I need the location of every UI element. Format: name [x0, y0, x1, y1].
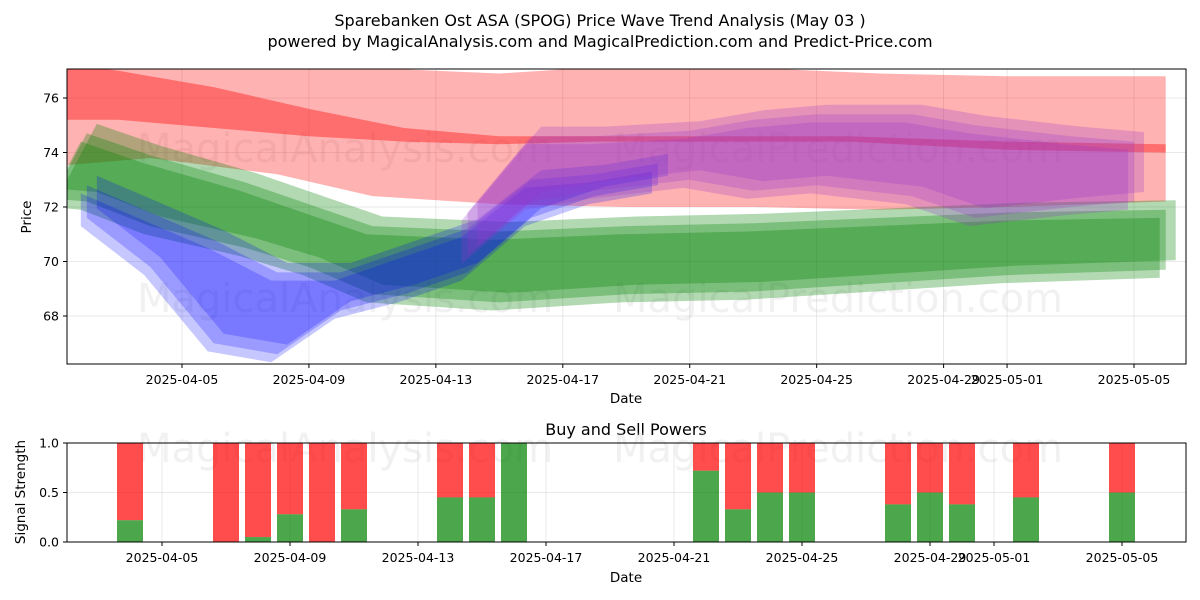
top-watermark-left: MagicalAnalysis.com	[137, 126, 553, 172]
top-x-axis-label: Date	[610, 391, 642, 407]
top-plot-frame	[66, 68, 1187, 365]
top-y-tick-label-0: 68	[43, 309, 59, 324]
price-wave-panel: MagicalAnalysis.com MagicalPrediction.co…	[19, 68, 1187, 407]
wave-band-3-layer-2	[80, 171, 653, 363]
bottom-x-tick-label-8: 2025-05-05	[1086, 550, 1159, 565]
buy-sell-panel: Buy and Sell Powers MagicalAnalysis.com …	[13, 420, 1187, 586]
top-gridlines	[67, 69, 1186, 364]
top-x-tick-label-8: 2025-05-05	[1098, 372, 1171, 387]
bottom-x-tick-label-3: 2025-04-17	[510, 550, 583, 565]
buy-bar-2025-04-25	[789, 492, 815, 542]
buy-bar-2025-05-02	[1013, 497, 1039, 542]
sell-bar-2025-04-11	[341, 443, 367, 510]
bottom-x-tick-label-2: 2025-04-13	[382, 550, 455, 565]
buy-bar-2025-04-30	[949, 504, 975, 542]
sell-bar-2025-04-14	[437, 443, 463, 498]
sell-bar-2025-04-25	[789, 443, 815, 493]
buy-bar-2025-04-04	[117, 520, 143, 542]
buy-bar-2025-04-16	[501, 443, 527, 542]
top-watermark-right: MagicalPrediction.com	[613, 126, 1063, 172]
bottom-y-tick-label-1: 0.5	[39, 485, 59, 500]
signal-bars	[117, 443, 1135, 542]
bottom-x-tick-label-7: 2025-05-01	[958, 550, 1031, 565]
bottom-chart-title: Buy and Sell Powers	[545, 420, 707, 439]
sell-bar-2025-04-22	[693, 443, 719, 471]
wave-band-4-layer-1	[477, 104, 1145, 247]
sell-bar-2025-04-24	[757, 443, 783, 493]
top-x-tick-label-3: 2025-04-17	[526, 372, 599, 387]
wave-band-2-layer-0	[67, 133, 1166, 303]
top-x-tick-label-6: 2025-04-29	[907, 372, 980, 387]
buy-bar-2025-04-24	[757, 492, 783, 542]
sell-bar-2025-04-10	[309, 443, 335, 542]
buy-bar-2025-05-05	[1109, 492, 1135, 542]
buy-bar-2025-04-11	[341, 509, 367, 542]
wave-band-4-layer-2	[461, 122, 1129, 265]
top-y-tick-label-2: 72	[43, 200, 59, 215]
top-y-tick-label-3: 74	[43, 145, 59, 160]
buy-bar-2025-04-29	[917, 492, 943, 542]
top-x-tick-label-7: 2025-05-01	[971, 372, 1044, 387]
top-y-axis-label: Price	[19, 201, 35, 234]
top-y-ticks: 68 70 72 74 76	[43, 91, 67, 324]
buy-bar-2025-04-28	[885, 504, 911, 542]
bottom-x-tick-label-0: 2025-04-05	[126, 550, 199, 565]
wave-band-3-layer-0	[86, 163, 659, 355]
buy-bar-2025-04-14	[437, 497, 463, 542]
top-x-tick-label-1: 2025-04-09	[273, 372, 346, 387]
wave-band-3-layer-1	[96, 153, 669, 345]
top-watermark-left-lower: MagicalAnalysis.com	[137, 276, 553, 322]
top-y-tick-label-1: 70	[43, 254, 59, 269]
sell-bar-2025-04-08	[245, 443, 271, 538]
top-x-tick-label-4: 2025-04-21	[653, 372, 726, 387]
chart-title-line2: powered by MagicalAnalysis.com and Magic…	[267, 32, 932, 51]
buy-bar-2025-04-23	[725, 509, 751, 542]
buy-bar-2025-04-22	[693, 470, 719, 542]
sell-bar-2025-05-05	[1109, 443, 1135, 493]
bottom-watermark-right: MagicalPrediction.com	[613, 426, 1063, 472]
wave-bands	[67, 69, 1176, 363]
sell-bar-2025-05-02	[1013, 443, 1039, 498]
top-x-tick-label-5: 2025-04-25	[780, 372, 853, 387]
top-x-tick-label-2: 2025-04-13	[400, 372, 473, 387]
bottom-x-axis-label: Date	[610, 570, 642, 586]
sell-bar-2025-04-23	[725, 443, 751, 510]
buy-bar-2025-04-09	[277, 514, 303, 542]
bottom-y-ticks: 0.0 0.5 1.0	[39, 436, 67, 550]
bottom-x-tick-label-1: 2025-04-09	[254, 550, 327, 565]
wave-band-2-layer-1	[67, 123, 1176, 293]
bottom-y-axis-label: Signal Strength	[13, 440, 29, 544]
sell-bar-2025-04-15	[469, 443, 495, 498]
buy-bar-2025-04-15	[469, 497, 495, 542]
sell-bar-2025-04-28	[885, 443, 911, 505]
sell-bar-2025-04-09	[277, 443, 303, 515]
top-watermark-right-lower: MagicalPrediction.com	[613, 276, 1063, 322]
wave-band-4-layer-0	[467, 114, 1135, 256]
sell-bar-2025-04-29	[917, 443, 943, 493]
sell-bar-2025-04-07	[213, 443, 239, 542]
wave-band-1-layer-0	[67, 69, 1166, 153]
top-x-ticks: 2025-04-05 2025-04-09 2025-04-13 2025-04-17…	[146, 364, 1171, 387]
bottom-y-tick-label-2: 1.0	[39, 436, 59, 451]
bottom-y-tick-label-0: 0.0	[39, 535, 59, 550]
bottom-x-tick-label-4: 2025-04-21	[638, 550, 711, 565]
top-x-tick-label-0: 2025-04-05	[146, 372, 219, 387]
top-y-tick-label-4: 76	[43, 91, 59, 106]
sell-bar-2025-04-30	[949, 443, 975, 505]
bottom-x-tick-label-6: 2025-04-29	[894, 550, 967, 565]
wave-band-2-layer-2	[67, 141, 1160, 311]
top-plot-background	[67, 69, 1186, 364]
bottom-x-tick-label-5: 2025-04-25	[766, 550, 839, 565]
buy-bar-2025-04-08	[245, 537, 271, 542]
chart-title-line1: Sparebanken Ost ASA (SPOG) Price Wave Tr…	[334, 11, 865, 30]
sell-bar-2025-04-04	[117, 443, 143, 521]
wave-band-0-layer-0	[67, 69, 1166, 210]
bottom-x-ticks: 2025-04-05 2025-04-09 2025-04-13 2025-04-17…	[126, 542, 1159, 565]
